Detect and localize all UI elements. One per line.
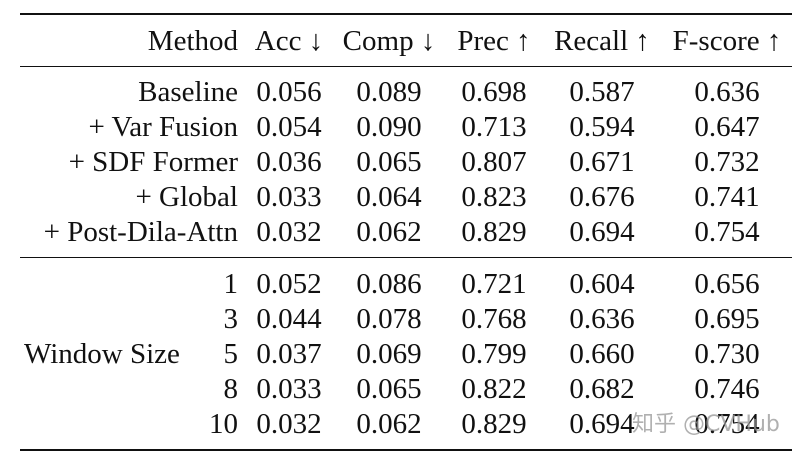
value-cell: 0.604 bbox=[569, 268, 635, 300]
bottom-rule bbox=[20, 449, 792, 451]
header-cell: Method bbox=[147, 25, 238, 57]
value-cell: 0.822 bbox=[461, 373, 527, 405]
value-cell: 0.044 bbox=[256, 303, 322, 335]
value-cell: 0.033 bbox=[256, 373, 322, 405]
value-cell: 0.754 bbox=[694, 216, 760, 248]
value-cell: 0.056 bbox=[256, 76, 322, 108]
value-cell: 0.829 bbox=[461, 216, 527, 248]
header-cell: F-score ↑ bbox=[672, 25, 782, 57]
window-size-cell: 3 bbox=[223, 303, 239, 335]
value-cell: 0.694 bbox=[569, 216, 635, 248]
value-cell: 0.695 bbox=[694, 303, 760, 335]
value-cell: 0.682 bbox=[569, 373, 635, 405]
method-cell: + Var Fusion bbox=[88, 111, 238, 143]
value-cell: 0.730 bbox=[694, 338, 760, 370]
header-cell: Comp ↓ bbox=[342, 25, 436, 57]
value-cell: 0.032 bbox=[256, 408, 322, 440]
method-cell: + Global bbox=[135, 181, 238, 213]
value-cell: 0.069 bbox=[356, 338, 422, 370]
value-cell: 0.829 bbox=[461, 408, 527, 440]
value-cell: 0.594 bbox=[569, 111, 635, 143]
method-cell: + Post-Dila-Attn bbox=[43, 216, 238, 248]
value-cell: 0.636 bbox=[569, 303, 635, 335]
window-size-label: Window Size bbox=[24, 338, 180, 370]
value-cell: 0.656 bbox=[694, 268, 760, 300]
header-cell: Recall ↑ bbox=[554, 25, 650, 57]
value-cell: 0.647 bbox=[694, 111, 760, 143]
value-cell: 0.032 bbox=[256, 216, 322, 248]
window-size-cell: 1 bbox=[223, 268, 239, 300]
value-cell: 0.807 bbox=[461, 146, 527, 178]
value-cell: 0.768 bbox=[461, 303, 527, 335]
value-cell: 0.698 bbox=[461, 76, 527, 108]
window-size-cell: 10 bbox=[209, 408, 238, 440]
value-cell: 0.676 bbox=[569, 181, 635, 213]
value-cell: 0.721 bbox=[461, 268, 527, 300]
value-cell: 0.754 bbox=[694, 408, 760, 440]
window-size-cell: 5 bbox=[223, 338, 239, 370]
value-cell: 0.741 bbox=[694, 181, 760, 213]
value-cell: 0.086 bbox=[356, 268, 422, 300]
window-size-cell: 8 bbox=[223, 373, 239, 405]
value-cell: 0.065 bbox=[356, 146, 422, 178]
value-cell: 0.054 bbox=[256, 111, 322, 143]
value-cell: 0.694 bbox=[569, 408, 635, 440]
value-cell: 0.587 bbox=[569, 76, 635, 108]
value-cell: 0.713 bbox=[461, 111, 527, 143]
value-cell: 0.062 bbox=[356, 408, 422, 440]
value-cell: 0.033 bbox=[256, 181, 322, 213]
value-cell: 0.090 bbox=[356, 111, 422, 143]
value-cell: 0.062 bbox=[356, 216, 422, 248]
value-cell: 0.746 bbox=[694, 373, 760, 405]
value-cell: 0.799 bbox=[461, 338, 527, 370]
value-cell: 0.052 bbox=[256, 268, 322, 300]
value-cell: 0.036 bbox=[256, 146, 322, 178]
value-cell: 0.064 bbox=[356, 181, 422, 213]
value-cell: 0.078 bbox=[356, 303, 422, 335]
watermark: 知乎 @CVHub bbox=[632, 412, 780, 437]
top-rule bbox=[20, 13, 792, 15]
value-cell: 0.823 bbox=[461, 181, 527, 213]
value-cell: 0.660 bbox=[569, 338, 635, 370]
value-cell: 0.089 bbox=[356, 76, 422, 108]
header-cell: Prec ↑ bbox=[457, 25, 531, 57]
section-rule bbox=[20, 257, 792, 259]
value-cell: 0.065 bbox=[356, 373, 422, 405]
header-cell: Acc ↓ bbox=[254, 25, 324, 57]
method-cell: + SDF Former bbox=[68, 146, 238, 178]
value-cell: 0.636 bbox=[694, 76, 760, 108]
value-cell: 0.732 bbox=[694, 146, 760, 178]
value-cell: 0.671 bbox=[569, 146, 635, 178]
value-cell: 0.037 bbox=[256, 338, 322, 370]
header-rule bbox=[20, 66, 792, 68]
method-cell: Baseline bbox=[138, 76, 238, 108]
